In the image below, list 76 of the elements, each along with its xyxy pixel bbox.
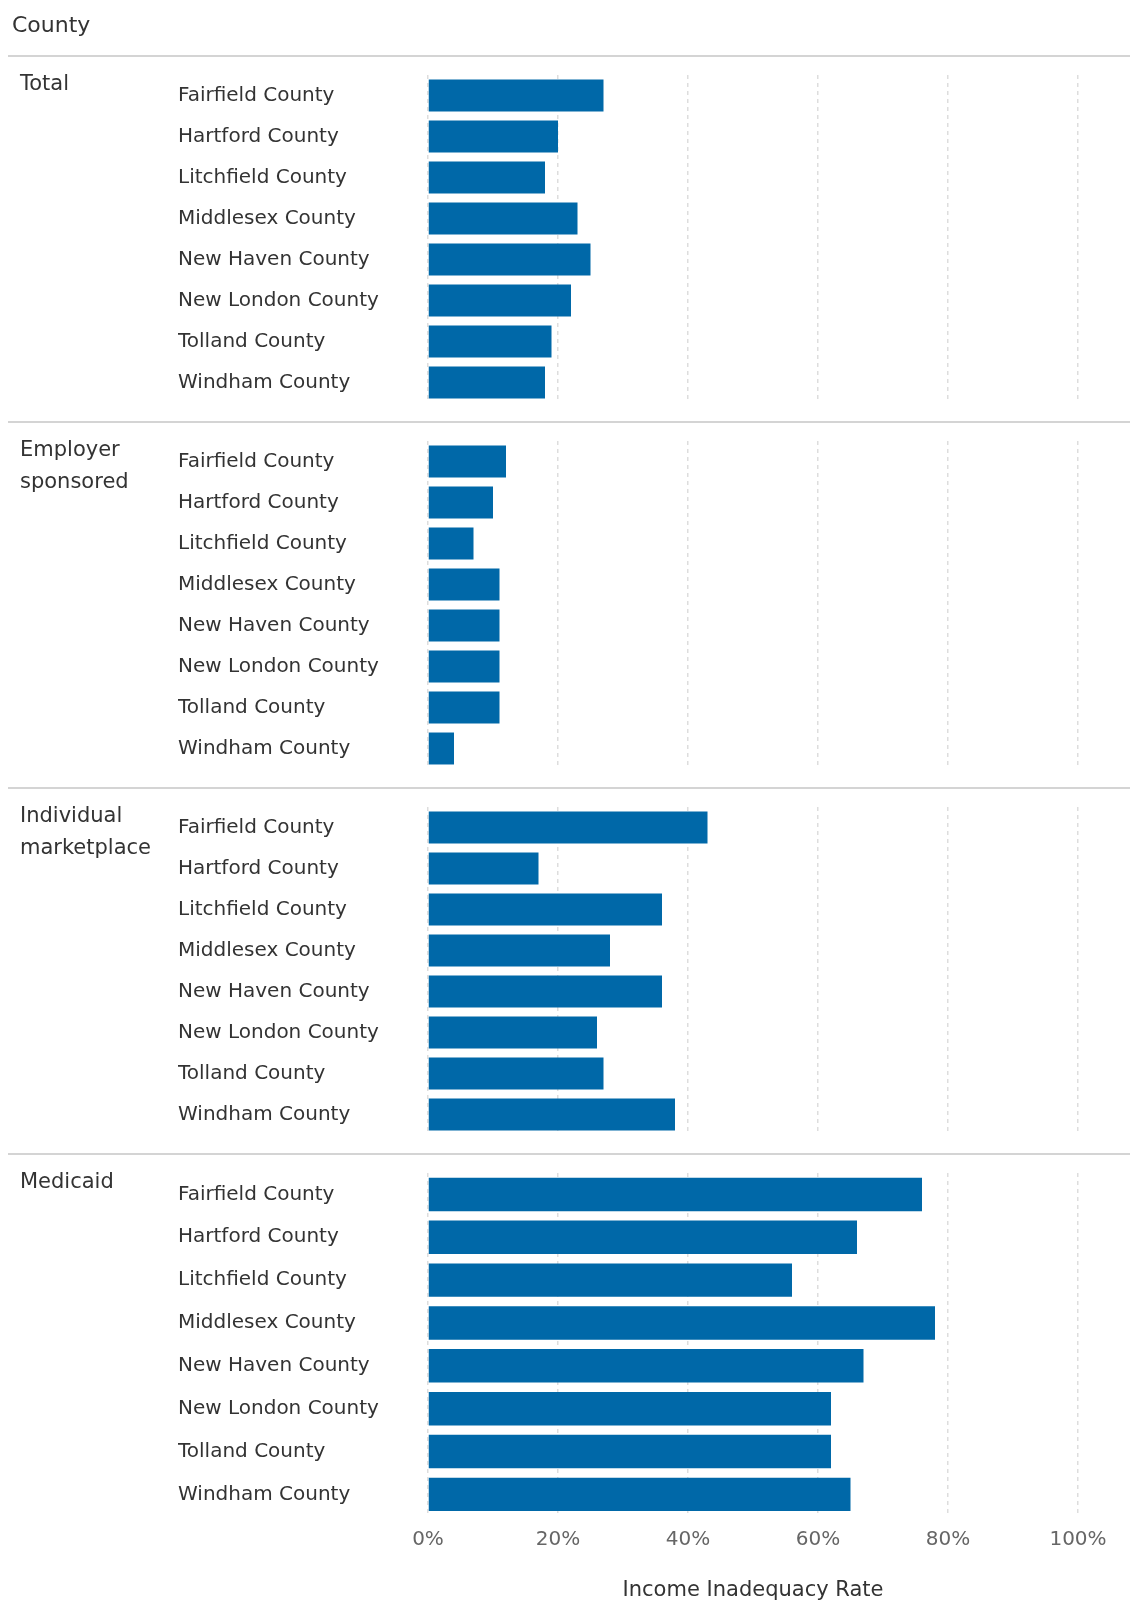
bar: [428, 120, 558, 153]
y-tick-label: Fairfield County: [178, 447, 335, 472]
y-tick-label: New Haven County: [178, 245, 370, 270]
bar: [428, 1220, 857, 1254]
bar: [428, 934, 610, 967]
y-tick-label: Tolland County: [177, 327, 326, 352]
bar: [428, 609, 500, 642]
y-tick-label: Tolland County: [177, 1437, 326, 1462]
y-tick-label: Fairfield County: [178, 813, 335, 838]
bar: [428, 1263, 792, 1297]
y-tick-label: Windham County: [178, 368, 351, 393]
bar: [428, 202, 578, 235]
y-tick-label: Middlesex County: [178, 204, 357, 229]
bar: [428, 79, 604, 112]
text: Individual marketplace: [19, 802, 153, 861]
x-axis-title: Income Inadequacy Rate: [622, 1576, 884, 1601]
text: Employer sponsored: [19, 436, 130, 495]
bar: [428, 1477, 851, 1512]
bar: [428, 445, 506, 478]
y-tick-label: New Haven County: [178, 611, 370, 636]
y-tick-label: Windham County: [178, 734, 351, 759]
bar: [428, 893, 662, 926]
y-tick-label: Litchfield County: [178, 895, 348, 920]
y-tick-label: New London County: [178, 1018, 380, 1043]
y-tick-label: Hartford County: [178, 488, 339, 513]
bar: [428, 691, 500, 724]
y-tick-label: Litchfield County: [178, 1266, 348, 1291]
y-tick-label: New London County: [178, 1394, 380, 1419]
y-tick-label: Fairfield County: [178, 1180, 335, 1205]
bar: [428, 1349, 864, 1383]
bar: [428, 486, 493, 519]
y-tick-label: New Haven County: [178, 977, 370, 1002]
bar: [428, 732, 454, 765]
bar: [428, 1057, 604, 1090]
text: County: [11, 11, 92, 39]
x-tick-label: 80%: [925, 1526, 971, 1550]
x-tick-label: 0%: [412, 1526, 444, 1550]
y-tick-label: Middlesex County: [178, 1309, 357, 1334]
y-tick-label: Fairfield County: [178, 81, 335, 106]
text: Medicaid: [19, 1168, 115, 1195]
y-tick-label: Hartford County: [178, 122, 339, 147]
bar: [428, 1306, 935, 1340]
y-tick-label: Tolland County: [177, 693, 326, 718]
bar: [428, 1016, 597, 1049]
bar: [428, 811, 708, 844]
bar: [428, 366, 545, 399]
y-tick-label: Middlesex County: [178, 936, 357, 961]
bar: [428, 650, 500, 683]
y-tick-label: Windham County: [178, 1100, 351, 1125]
y-tick-label: New Haven County: [178, 1352, 370, 1377]
y-tick-label: Middlesex County: [178, 570, 357, 595]
bar: [428, 527, 474, 560]
y-tick-label: New London County: [178, 652, 380, 677]
bar: [428, 284, 571, 317]
x-tick-label: 100%: [1049, 1526, 1107, 1550]
y-tick-label: Hartford County: [178, 854, 339, 879]
y-tick-label: Litchfield County: [178, 163, 348, 188]
bar: [428, 852, 539, 885]
y-tick-label: Tolland County: [177, 1059, 326, 1084]
bar: [428, 1098, 675, 1131]
y-tick-label: Hartford County: [178, 1223, 339, 1248]
bar: [428, 1391, 831, 1426]
x-tick-label: 60%: [795, 1526, 841, 1550]
bar: [428, 568, 500, 601]
bar: [428, 325, 552, 358]
y-tick-label: Litchfield County: [178, 529, 348, 554]
bar: [428, 161, 545, 194]
x-tick-label: 20%: [535, 1526, 581, 1550]
text: Total: [19, 70, 71, 97]
y-tick-label: New London County: [178, 286, 380, 311]
bar: [428, 975, 662, 1008]
bar: [428, 243, 591, 276]
bar: [428, 1434, 831, 1469]
x-tick-label: 40%: [665, 1526, 711, 1550]
bar: [428, 1177, 922, 1212]
y-tick-label: Windham County: [178, 1480, 351, 1505]
